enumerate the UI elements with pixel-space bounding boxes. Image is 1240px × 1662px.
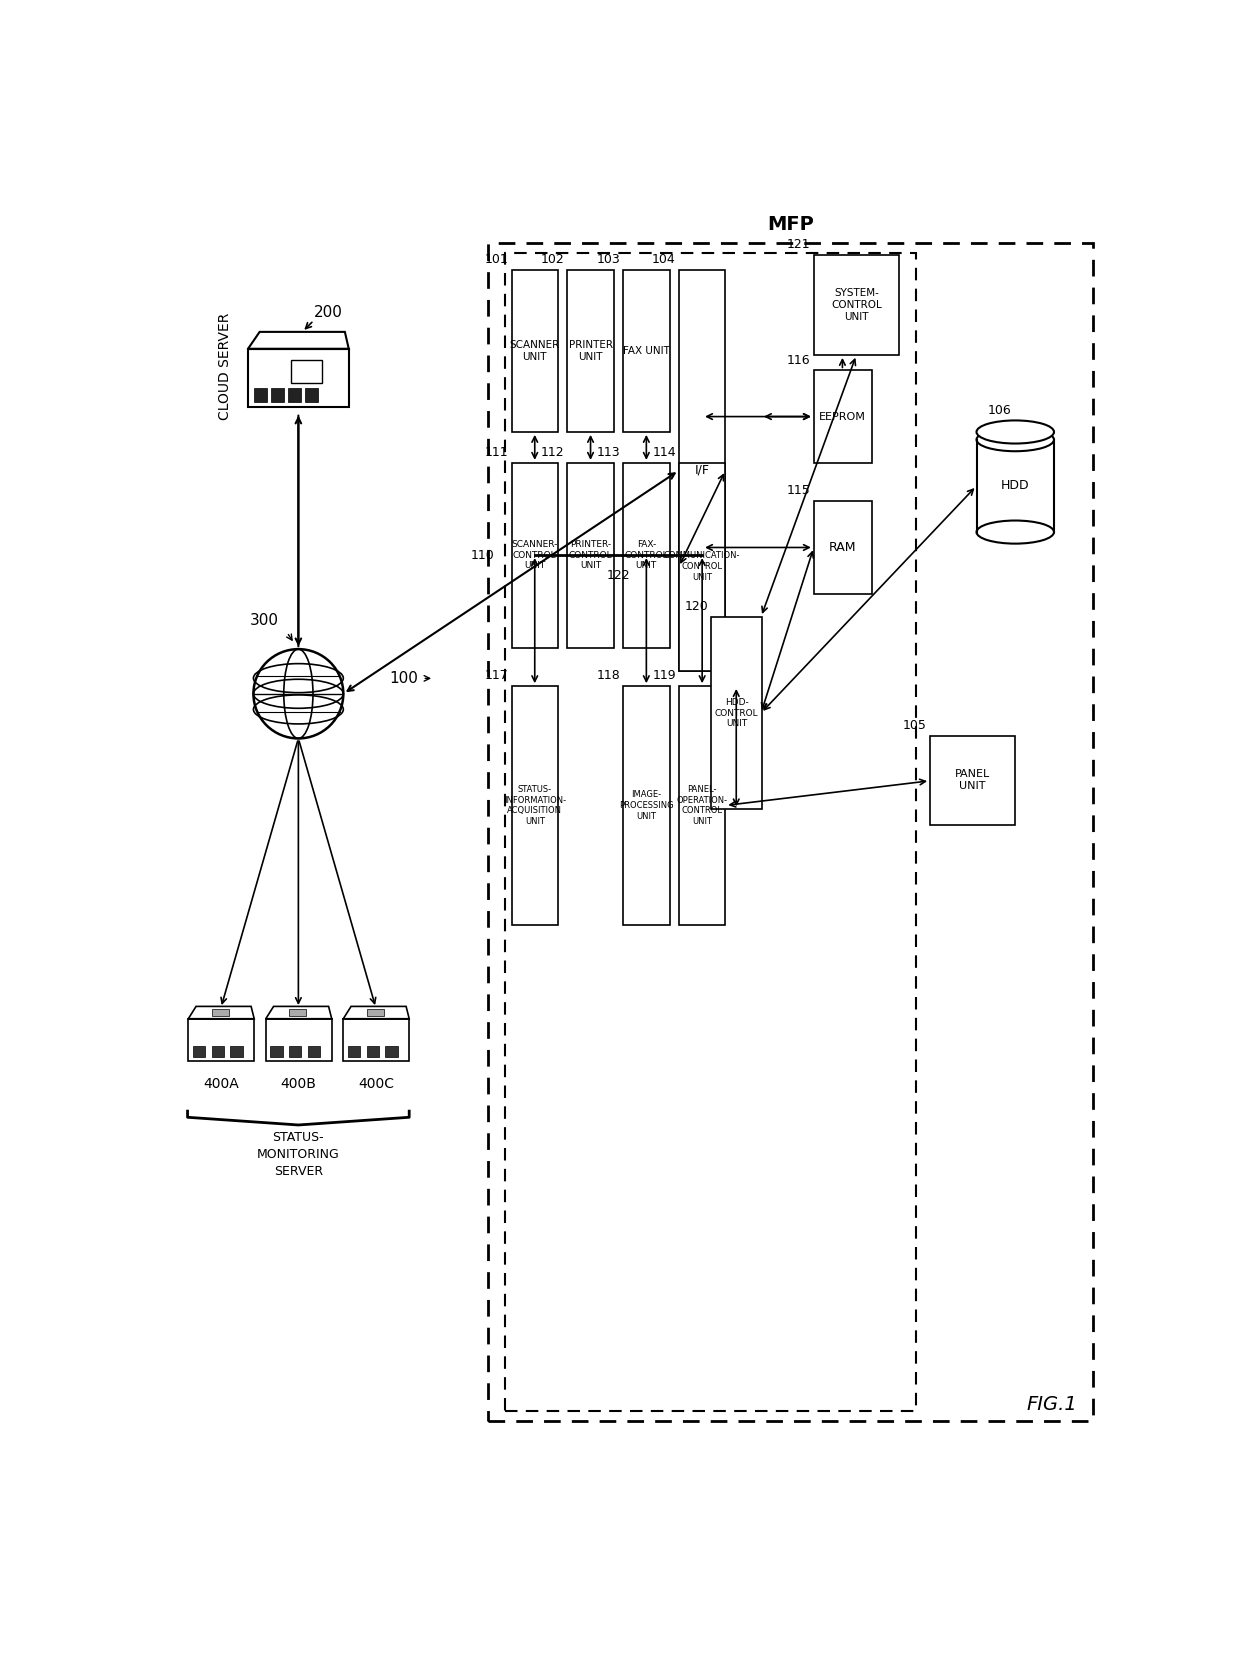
Text: STATUS-
INFORMATION-
ACQUISITION
UNIT: STATUS- INFORMATION- ACQUISITION UNIT	[503, 784, 565, 826]
Text: 119: 119	[652, 670, 676, 681]
Text: 400B: 400B	[280, 1077, 316, 1092]
Text: 110: 110	[471, 548, 495, 562]
Text: 101: 101	[485, 253, 508, 266]
Text: 117: 117	[485, 670, 508, 681]
Text: IMAGE-
PROCESSING
UNIT: IMAGE- PROCESSING UNIT	[619, 789, 673, 821]
Text: COMMUNICATION-
CONTROL
UNIT: COMMUNICATION- CONTROL UNIT	[663, 552, 740, 582]
Bar	[624, 271, 670, 432]
Text: 112: 112	[541, 445, 564, 459]
Text: EEPROM: EEPROM	[820, 412, 867, 422]
Bar	[212, 1047, 224, 1057]
Text: 400A: 400A	[203, 1077, 239, 1092]
Text: 103: 103	[596, 253, 620, 266]
Text: 118: 118	[596, 670, 620, 681]
Bar	[511, 686, 558, 924]
Bar	[567, 462, 614, 648]
Bar	[290, 361, 321, 384]
Bar	[813, 371, 872, 462]
Text: CLOUD SERVER: CLOUD SERVER	[218, 312, 232, 420]
Text: PANEL-
OPERATION-
CONTROL
UNIT: PANEL- OPERATION- CONTROL UNIT	[677, 784, 728, 826]
Polygon shape	[343, 1007, 409, 1019]
Text: SCANNER
UNIT: SCANNER UNIT	[510, 341, 560, 362]
Bar	[367, 1009, 383, 1017]
Ellipse shape	[977, 420, 1054, 444]
Text: 115: 115	[787, 484, 811, 497]
Bar	[288, 389, 300, 402]
Bar	[567, 271, 614, 432]
Bar	[188, 1019, 254, 1060]
Text: 400C: 400C	[358, 1077, 394, 1092]
Text: HDD-
CONTROL
UNIT: HDD- CONTROL UNIT	[714, 698, 759, 728]
Bar	[289, 1047, 301, 1057]
Text: 122: 122	[606, 568, 630, 582]
Text: FAX UNIT: FAX UNIT	[622, 346, 670, 356]
Polygon shape	[265, 1007, 332, 1019]
Bar	[305, 389, 317, 402]
Text: PANEL
UNIT: PANEL UNIT	[955, 770, 991, 791]
Text: 300: 300	[250, 613, 279, 628]
Text: 116: 116	[787, 354, 811, 367]
Bar	[386, 1047, 398, 1057]
Text: FIG.1: FIG.1	[1027, 1394, 1078, 1414]
Text: 100: 100	[389, 671, 419, 686]
Text: 111: 111	[485, 445, 508, 459]
Text: RAM: RAM	[830, 540, 857, 553]
Bar	[270, 1047, 283, 1057]
Bar	[624, 686, 670, 924]
Text: I/F: I/F	[694, 464, 709, 477]
Bar	[680, 686, 725, 924]
Bar	[231, 1047, 243, 1057]
Text: 120: 120	[684, 600, 708, 613]
Bar	[489, 243, 1092, 1421]
Bar	[254, 389, 267, 402]
Text: 106: 106	[987, 404, 1012, 417]
Text: FAX-
CONTROL
UNIT: FAX- CONTROL UNIT	[625, 540, 668, 570]
Bar	[813, 254, 899, 356]
Ellipse shape	[977, 429, 1054, 450]
Bar	[506, 253, 916, 1411]
Text: 114: 114	[652, 445, 676, 459]
Text: 102: 102	[541, 253, 564, 266]
Text: HDD: HDD	[1001, 479, 1029, 492]
Text: 121: 121	[787, 238, 811, 251]
Text: MFP: MFP	[768, 214, 813, 234]
Bar	[212, 1009, 228, 1017]
Bar	[680, 462, 725, 671]
Bar	[511, 271, 558, 432]
Bar	[272, 389, 284, 402]
Bar	[680, 271, 725, 671]
Text: 104: 104	[652, 253, 676, 266]
Text: 113: 113	[596, 445, 620, 459]
Bar	[308, 1047, 320, 1057]
Polygon shape	[248, 332, 348, 349]
Text: PRINTER-
CONTROL
UNIT: PRINTER- CONTROL UNIT	[569, 540, 613, 570]
Text: 105: 105	[903, 720, 926, 733]
Bar	[813, 502, 872, 593]
Text: PRINTER
UNIT: PRINTER UNIT	[569, 341, 613, 362]
Ellipse shape	[977, 520, 1054, 543]
Bar	[248, 349, 348, 407]
Bar	[343, 1019, 409, 1060]
Text: SCANNER-
CONTROL
UNIT: SCANNER- CONTROL UNIT	[512, 540, 558, 570]
Bar	[348, 1047, 361, 1057]
Bar	[367, 1047, 379, 1057]
Bar	[624, 462, 670, 648]
Bar	[193, 1047, 206, 1057]
Bar	[511, 462, 558, 648]
Bar	[265, 1019, 332, 1060]
Text: SYSTEM-
CONTROL
UNIT: SYSTEM- CONTROL UNIT	[831, 288, 882, 322]
Text: STATUS-
MONITORING
SERVER: STATUS- MONITORING SERVER	[257, 1132, 340, 1178]
Bar	[930, 736, 1016, 824]
Polygon shape	[188, 1007, 254, 1019]
Bar	[712, 617, 761, 809]
Text: 200: 200	[314, 306, 342, 321]
Bar	[289, 1009, 306, 1017]
